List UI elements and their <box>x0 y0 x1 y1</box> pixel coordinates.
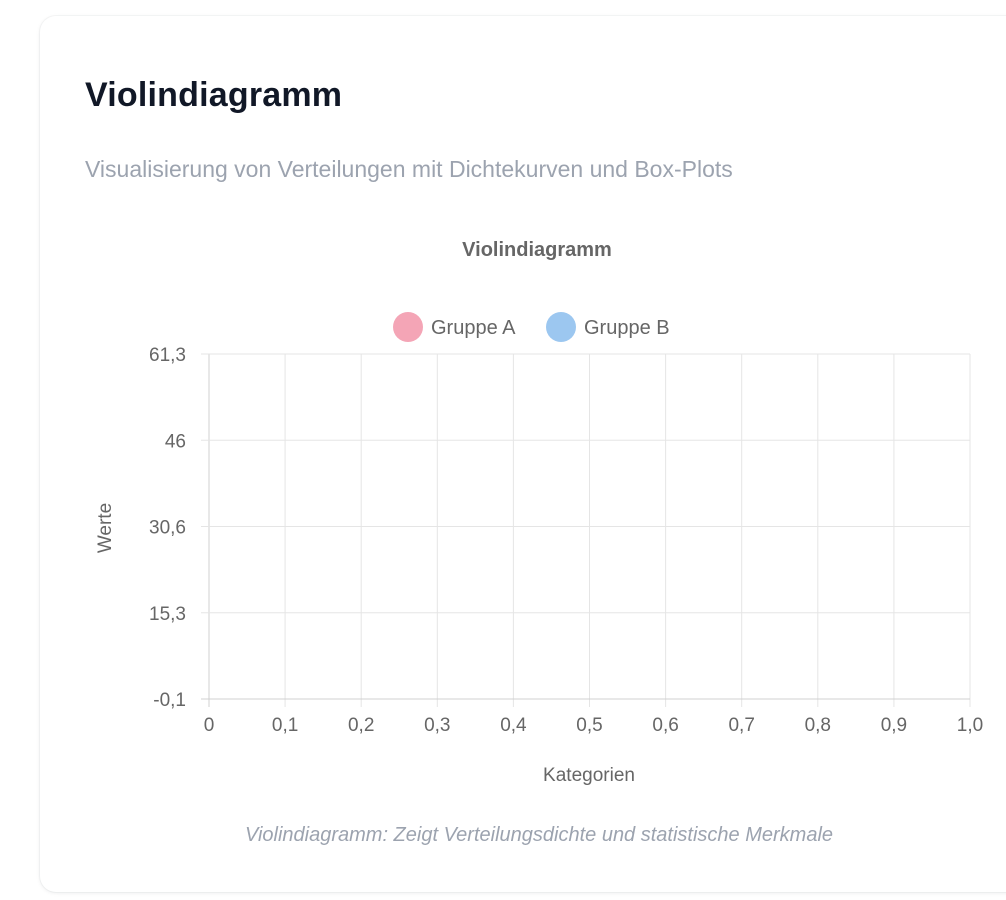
chart-card <box>40 16 1006 892</box>
legend-label: Gruppe A <box>431 317 516 339</box>
x-tick-label: 1,0 <box>957 715 983 736</box>
x-tick-label: 0,8 <box>805 715 831 736</box>
chart-title: Violindiagramm <box>462 239 612 261</box>
y-tick-label: -0,1 <box>153 690 186 711</box>
x-tick-label: 0,2 <box>348 715 374 736</box>
x-tick-label: 0,3 <box>424 715 450 736</box>
y-tick-label: 61,3 <box>149 345 186 366</box>
y-tick-label: 15,3 <box>149 604 186 625</box>
legend-swatch <box>393 312 423 342</box>
y-axis-title: Werte <box>95 503 116 553</box>
chart-axes: 0 0,1 0,2 0,3 0,4 0,5 0,6 0,7 0,8 0,9 1,0 61,3 46 30,… <box>149 345 983 736</box>
legend-item[interactable]: Gruppe A <box>393 312 516 342</box>
x-tick-label: 0,9 <box>881 715 907 736</box>
x-axis-title: Kategorien <box>543 765 635 786</box>
x-tick-label: 0,1 <box>272 715 298 736</box>
x-tick-label: 0,4 <box>500 715 527 736</box>
legend-item[interactable]: Gruppe B <box>546 312 670 342</box>
x-tick-label: 0,5 <box>576 715 602 736</box>
y-tick-label: 30,6 <box>149 518 186 539</box>
x-tick-label: 0,7 <box>728 715 754 736</box>
chart-legend[interactable]: Gruppe A Gruppe B <box>393 312 670 342</box>
card-subtitle: Visualisierung von Verteilungen mit Dich… <box>85 156 733 182</box>
chart-grid <box>201 353 971 707</box>
chart-caption: Violindiagramm: Zeigt Verteilungsdichte … <box>244 824 834 846</box>
legend-swatch <box>546 312 576 342</box>
x-tick-label: 0,6 <box>652 715 678 736</box>
y-tick-label: 46 <box>165 431 186 452</box>
card-title: Violindiagramm <box>85 76 343 114</box>
x-tick-label: 0 <box>204 715 215 736</box>
legend-label: Gruppe B <box>584 317 670 339</box>
